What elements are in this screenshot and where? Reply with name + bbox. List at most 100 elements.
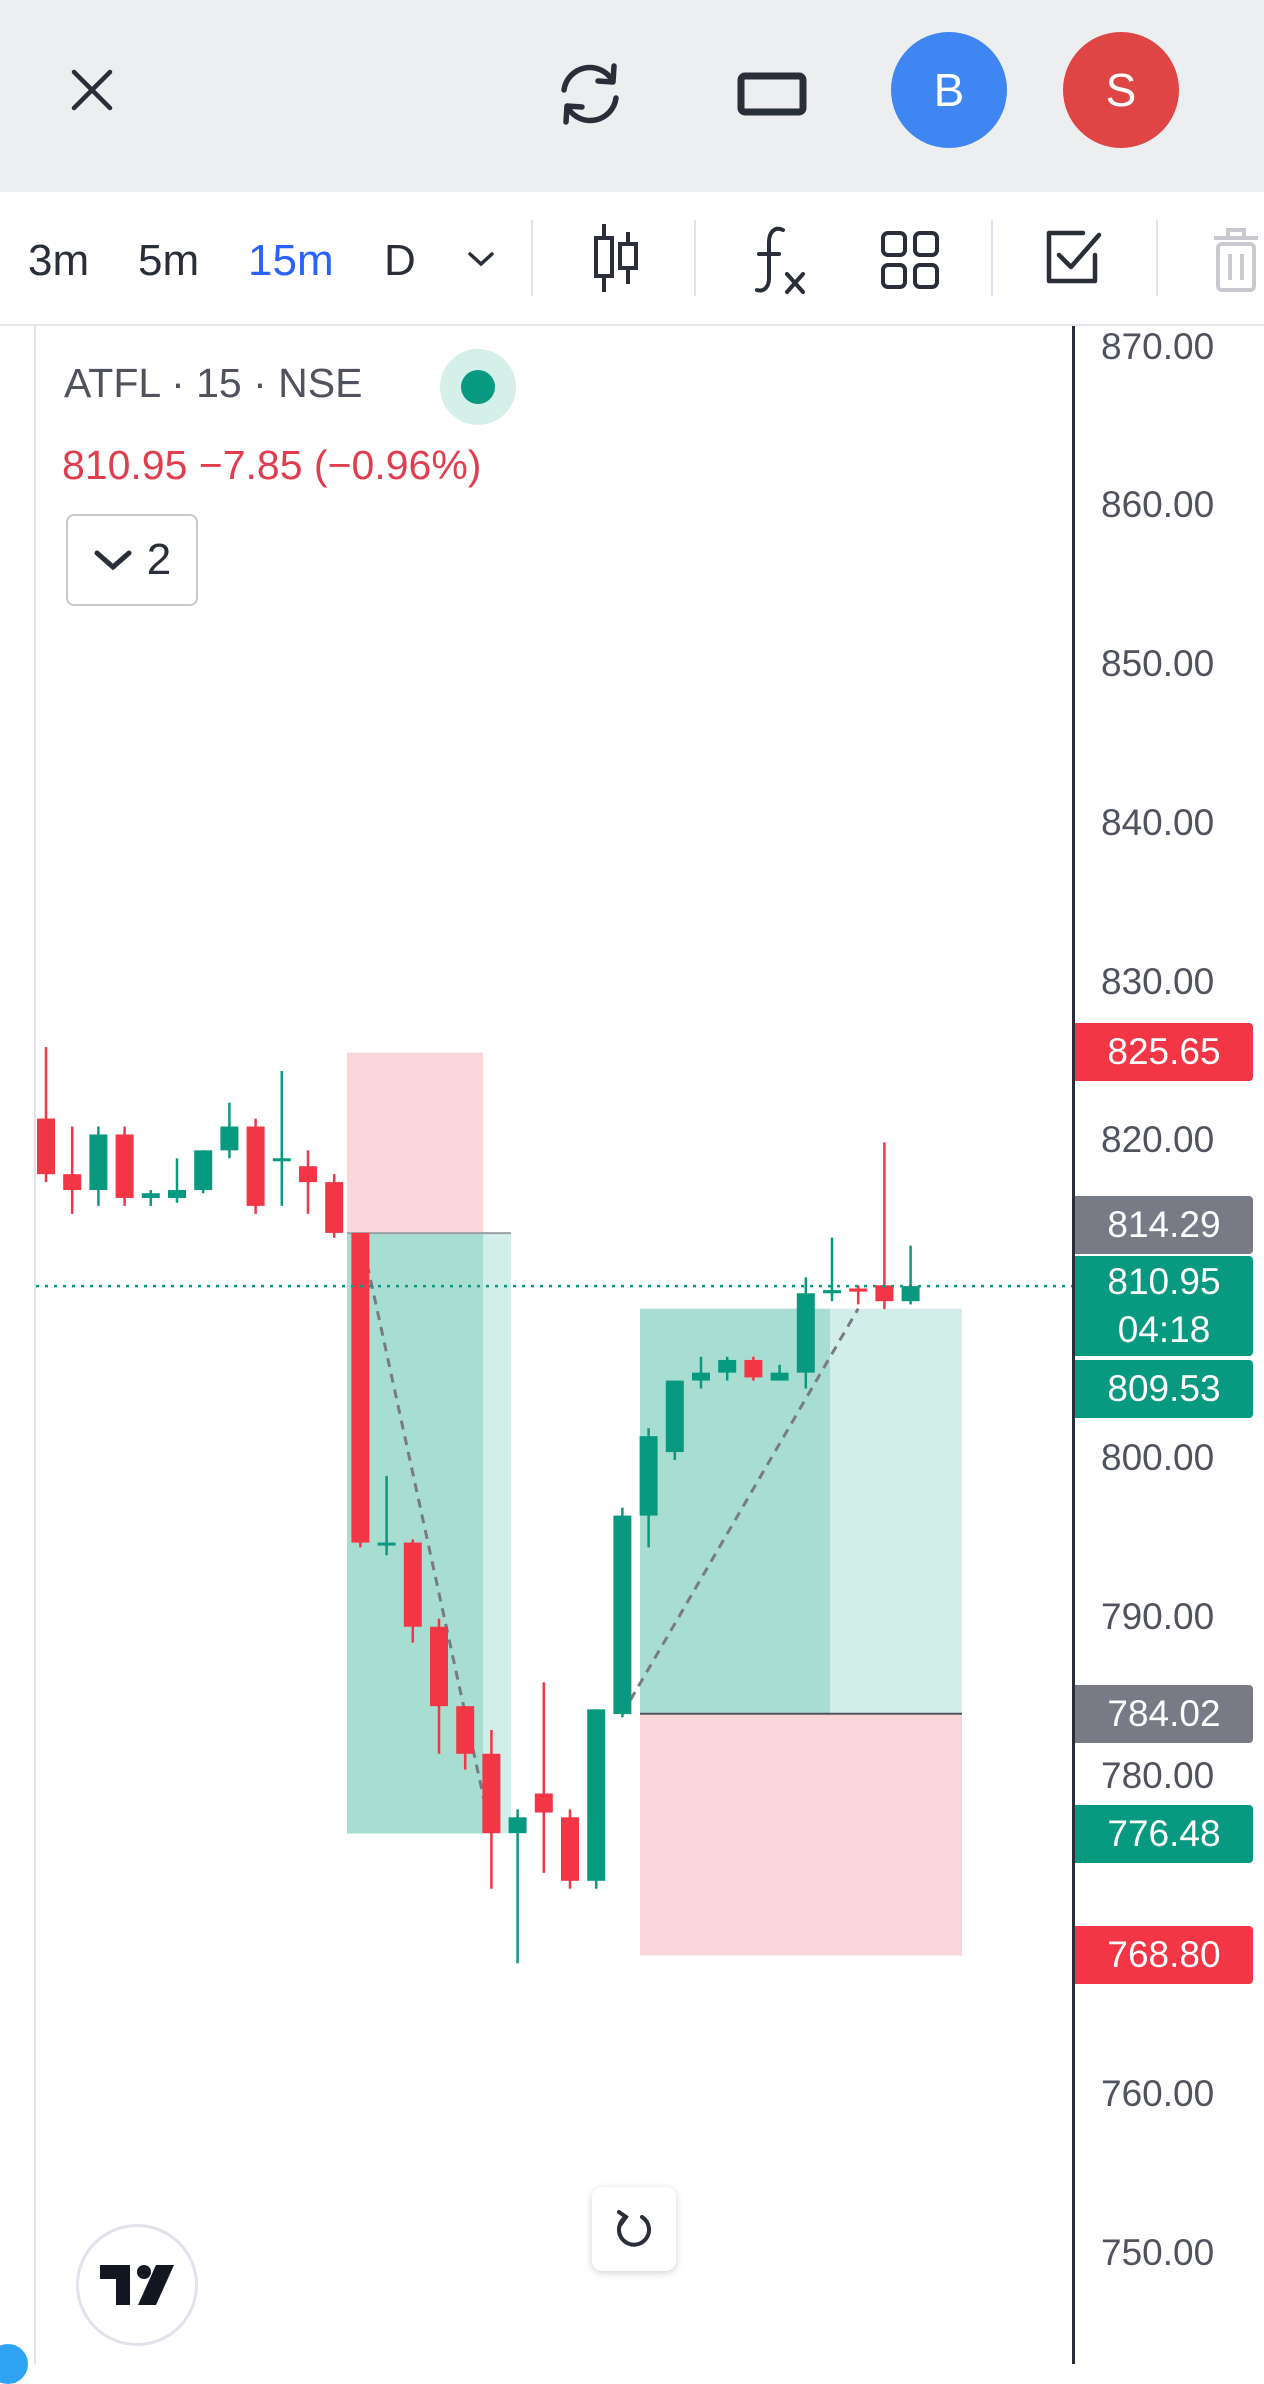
- price-tick: 750.00: [1101, 2232, 1215, 2273]
- symbol-title[interactable]: ATFL · 15 · NSE: [64, 360, 363, 406]
- candle[interactable]: [508, 1809, 527, 1964]
- toolbar-divider: [694, 220, 696, 296]
- candle[interactable]: [901, 1245, 920, 1305]
- candle[interactable]: [692, 1356, 710, 1389]
- chart-pane[interactable]: [34, 326, 1072, 2364]
- candles-icon[interactable]: [584, 218, 648, 298]
- candle[interactable]: [115, 1126, 134, 1206]
- candle-body: [272, 1158, 291, 1162]
- candle[interactable]: [744, 1356, 763, 1381]
- candle-body: [403, 1542, 422, 1627]
- refresh-icon[interactable]: [548, 52, 632, 136]
- candle-body: [613, 1515, 632, 1715]
- interval-3m[interactable]: 3m: [28, 236, 90, 285]
- candle[interactable]: [482, 1729, 501, 1889]
- candle[interactable]: [89, 1126, 108, 1206]
- candle-body: [587, 1709, 606, 1881]
- candle[interactable]: [613, 1507, 632, 1718]
- candle[interactable]: [220, 1102, 239, 1159]
- candle[interactable]: [770, 1364, 789, 1381]
- price-tick: 820.00: [1101, 1119, 1215, 1160]
- candle-body: [299, 1166, 317, 1183]
- indicators-collapse-button[interactable]: 2: [66, 514, 198, 606]
- top-bar: B S: [0, 0, 1264, 192]
- avatar-b[interactable]: B: [891, 32, 1007, 148]
- candle-body: [377, 1542, 396, 1546]
- candle-body: [744, 1359, 763, 1378]
- candle-body: [456, 1706, 475, 1754]
- interval-d[interactable]: D: [384, 236, 416, 285]
- target-price-label: 776.48: [1075, 1805, 1253, 1863]
- target-zone[interactable]: [640, 1308, 830, 1714]
- price-tick: 840.00: [1101, 802, 1215, 843]
- price-tick: 800.00: [1101, 1437, 1215, 1478]
- candle[interactable]: [403, 1539, 422, 1643]
- chart-toolbar: 3m 5m 15m D: [0, 192, 1264, 326]
- candle[interactable]: [141, 1190, 160, 1206]
- candle-body: [63, 1174, 82, 1191]
- candle-body: [194, 1150, 213, 1191]
- candle-body: [561, 1817, 579, 1881]
- candle-body: [37, 1118, 55, 1175]
- interval-15m[interactable]: 15m: [248, 236, 334, 285]
- stop-zone[interactable]: [640, 1713, 962, 1956]
- candle-body: [325, 1182, 344, 1233]
- candle[interactable]: [456, 1706, 475, 1770]
- candle[interactable]: [587, 1709, 606, 1889]
- candle[interactable]: [37, 1047, 55, 1183]
- entry-price-label: 784.02: [1075, 1685, 1253, 1743]
- candle[interactable]: [665, 1380, 684, 1460]
- stop-zone[interactable]: [347, 1052, 483, 1234]
- candle-body: [875, 1285, 894, 1302]
- candle[interactable]: [561, 1809, 579, 1889]
- price-scale[interactable]: 870.00 860.00 850.00 840.00 830.00 820.0…: [1072, 326, 1264, 2364]
- indicator-count: 2: [146, 535, 172, 584]
- indicators-icon[interactable]: [744, 220, 816, 300]
- candle[interactable]: [875, 1142, 894, 1310]
- checkbox-icon[interactable]: [1038, 220, 1110, 292]
- candle[interactable]: [718, 1356, 737, 1381]
- candle[interactable]: [796, 1277, 815, 1389]
- candle-body: [508, 1817, 527, 1834]
- interval-5m[interactable]: 5m: [138, 236, 200, 285]
- candle-body: [849, 1288, 868, 1292]
- candle-body: [482, 1753, 501, 1834]
- reset-chart-button[interactable]: [592, 2187, 676, 2271]
- candle[interactable]: [377, 1475, 396, 1556]
- candle-body: [770, 1372, 789, 1381]
- candle[interactable]: [849, 1285, 868, 1305]
- toolbar-divider: [991, 220, 993, 296]
- candle[interactable]: [430, 1618, 448, 1754]
- market-status-icon[interactable]: [440, 349, 516, 425]
- last-price-value: 810.95: [1107, 1261, 1221, 1302]
- candle-body: [430, 1626, 448, 1707]
- candle-body: [796, 1293, 815, 1373]
- chart-canvas[interactable]: [36, 326, 1072, 2364]
- candle[interactable]: [194, 1150, 213, 1194]
- chevron-down-icon[interactable]: [458, 236, 504, 282]
- tradingview-logo[interactable]: [76, 2224, 198, 2346]
- candle[interactable]: [823, 1237, 841, 1302]
- fullscreen-icon[interactable]: [730, 58, 814, 130]
- price-tick: 760.00: [1101, 2073, 1215, 2114]
- candle[interactable]: [168, 1158, 186, 1203]
- candle[interactable]: [272, 1070, 291, 1206]
- trash-icon[interactable]: [1208, 222, 1264, 296]
- candle-body: [534, 1793, 553, 1813]
- price-change: 810.95 −7.85 (−0.96%): [62, 442, 482, 488]
- candle[interactable]: [325, 1174, 344, 1238]
- price-tick: 790.00: [1101, 1596, 1215, 1637]
- reset-icon: [617, 2210, 651, 2247]
- candle[interactable]: [351, 1232, 370, 1548]
- candle[interactable]: [63, 1126, 82, 1214]
- layout-grid-icon[interactable]: [874, 224, 946, 296]
- candle[interactable]: [299, 1150, 317, 1214]
- candle[interactable]: [639, 1428, 658, 1548]
- close-icon[interactable]: [60, 58, 124, 122]
- candle[interactable]: [534, 1682, 553, 1873]
- trade-path: [621, 1307, 860, 1715]
- candle-body: [351, 1232, 370, 1543]
- avatar-s[interactable]: S: [1063, 32, 1179, 148]
- candle[interactable]: [246, 1118, 265, 1214]
- bar-countdown: 04:18: [1117, 1309, 1211, 1350]
